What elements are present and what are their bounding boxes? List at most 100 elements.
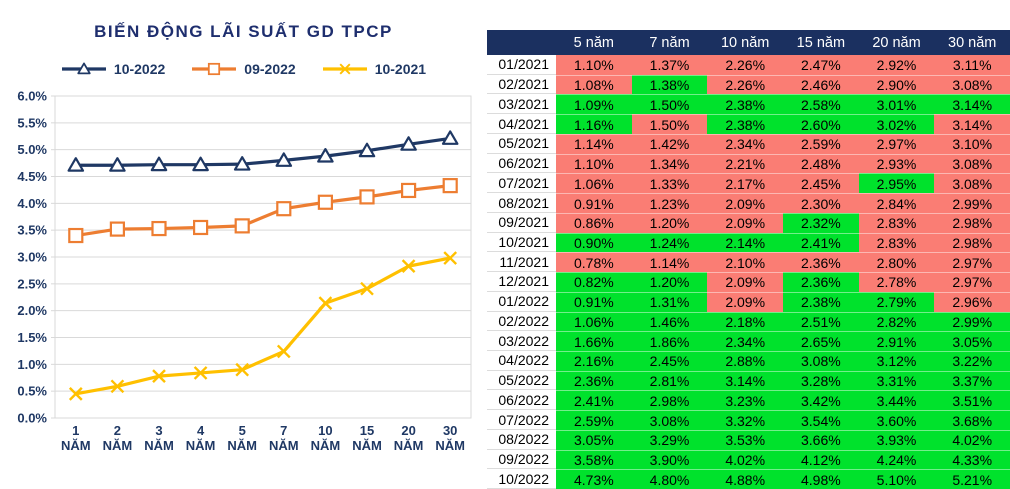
row-date[interactable]: 03/2021 bbox=[487, 94, 556, 115]
row-date[interactable]: 10/2022 bbox=[487, 469, 556, 489]
table-cell[interactable]: 0.90% bbox=[556, 232, 632, 253]
table-cell[interactable]: 3.66% bbox=[783, 429, 859, 450]
table-cell[interactable]: 3.01% bbox=[858, 94, 935, 115]
table-cell[interactable]: 0.82% bbox=[556, 272, 632, 292]
row-date[interactable]: 11/2021 bbox=[487, 252, 556, 273]
table-cell[interactable]: 2.10% bbox=[707, 252, 784, 273]
table-cell[interactable]: 2.60% bbox=[783, 114, 859, 134]
table-cell[interactable]: 5.21% bbox=[934, 469, 1010, 489]
table-cell[interactable]: 2.17% bbox=[707, 173, 784, 194]
table-cell[interactable]: 0.86% bbox=[556, 212, 632, 233]
table-cell[interactable]: 3.08% bbox=[934, 153, 1010, 174]
table-cell[interactable]: 2.21% bbox=[707, 153, 784, 174]
table-cell[interactable]: 3.53% bbox=[707, 429, 784, 450]
table-cell[interactable]: 2.09% bbox=[707, 291, 784, 312]
table-cell[interactable]: 2.84% bbox=[858, 193, 935, 213]
table-cell[interactable]: 3.08% bbox=[783, 351, 859, 371]
table-cell[interactable]: 3.12% bbox=[858, 351, 935, 371]
table-cell[interactable]: 1.08% bbox=[556, 74, 632, 95]
table-cell[interactable]: 3.29% bbox=[631, 429, 708, 450]
table-cell[interactable]: 2.98% bbox=[934, 212, 1010, 233]
table-cell[interactable]: 4.80% bbox=[631, 469, 708, 489]
table-cell[interactable]: 2.82% bbox=[858, 311, 935, 332]
row-date[interactable]: 05/2022 bbox=[487, 370, 556, 391]
table-cell[interactable]: 3.54% bbox=[783, 410, 859, 430]
table-cell[interactable]: 1.86% bbox=[631, 331, 708, 352]
table-cell[interactable]: 2.30% bbox=[783, 193, 859, 213]
table-cell[interactable]: 2.09% bbox=[707, 193, 784, 213]
row-date[interactable]: 07/2021 bbox=[487, 173, 556, 194]
table-cell[interactable]: 2.38% bbox=[707, 94, 784, 115]
table-cell[interactable]: 2.99% bbox=[934, 311, 1010, 332]
table-cell[interactable]: 1.33% bbox=[631, 173, 708, 194]
table-cell[interactable]: 2.81% bbox=[631, 370, 708, 391]
table-cell[interactable]: 1.34% bbox=[631, 153, 708, 174]
row-date[interactable]: 05/2021 bbox=[487, 133, 556, 154]
table-cell[interactable]: 2.51% bbox=[783, 311, 859, 332]
legend-item-10-2022[interactable]: 10-2022 bbox=[61, 60, 165, 78]
table-cell[interactable]: 2.80% bbox=[858, 252, 935, 273]
table-cell[interactable]: 2.47% bbox=[783, 55, 859, 75]
table-cell[interactable]: 2.45% bbox=[783, 173, 859, 194]
table-cell[interactable]: 4.12% bbox=[783, 449, 859, 470]
table-cell[interactable]: 2.09% bbox=[707, 212, 784, 233]
table-cell[interactable]: 3.37% bbox=[934, 370, 1010, 391]
table-cell[interactable]: 2.14% bbox=[707, 232, 784, 253]
table-cell[interactable]: 0.91% bbox=[556, 291, 632, 312]
table-cell[interactable]: 2.96% bbox=[934, 291, 1010, 312]
table-cell[interactable]: 2.97% bbox=[858, 133, 935, 154]
table-cell[interactable]: 1.50% bbox=[631, 94, 708, 115]
table-cell[interactable]: 3.10% bbox=[934, 133, 1010, 154]
table-cell[interactable]: 2.91% bbox=[858, 331, 935, 352]
table-cell[interactable]: 3.08% bbox=[631, 410, 708, 430]
table-cell[interactable]: 4.88% bbox=[707, 469, 784, 489]
table-cell[interactable]: 3.22% bbox=[934, 351, 1010, 371]
table-cell[interactable]: 1.20% bbox=[631, 272, 708, 292]
table-cell[interactable]: 2.95% bbox=[858, 173, 935, 194]
table-cell[interactable]: 2.97% bbox=[934, 252, 1010, 273]
table-cell[interactable]: 3.23% bbox=[707, 390, 784, 411]
table-cell[interactable]: 2.65% bbox=[783, 331, 859, 352]
table-cell[interactable]: 2.83% bbox=[858, 232, 935, 253]
table-cell[interactable]: 3.93% bbox=[858, 429, 935, 450]
row-date[interactable]: 02/2021 bbox=[487, 74, 556, 95]
table-cell[interactable]: 2.32% bbox=[783, 212, 859, 233]
table-cell[interactable]: 2.41% bbox=[556, 390, 632, 411]
row-date[interactable]: 04/2021 bbox=[487, 114, 556, 134]
table-cell[interactable]: 2.38% bbox=[707, 114, 784, 134]
table-cell[interactable]: 1.46% bbox=[631, 311, 708, 332]
table-cell[interactable]: 3.05% bbox=[934, 331, 1010, 352]
table-cell[interactable]: 2.59% bbox=[783, 133, 859, 154]
table-cell[interactable]: 1.06% bbox=[556, 173, 632, 194]
table-cell[interactable]: 2.46% bbox=[783, 74, 859, 95]
table-cell[interactable]: 2.98% bbox=[934, 232, 1010, 253]
table-cell[interactable]: 1.50% bbox=[631, 114, 708, 134]
table-cell[interactable]: 1.14% bbox=[556, 133, 632, 154]
table-cell[interactable]: 2.26% bbox=[707, 74, 784, 95]
table-cell[interactable]: 2.34% bbox=[707, 133, 784, 154]
table-cell[interactable]: 4.33% bbox=[934, 449, 1010, 470]
table-cell[interactable]: 2.36% bbox=[783, 252, 859, 273]
table-cell[interactable]: 4.98% bbox=[783, 469, 859, 489]
row-date[interactable]: 01/2021 bbox=[487, 55, 556, 75]
table-cell[interactable]: 5.10% bbox=[858, 469, 935, 489]
row-date[interactable]: 01/2022 bbox=[487, 291, 556, 312]
row-date[interactable]: 07/2022 bbox=[487, 410, 556, 430]
table-cell[interactable]: 2.58% bbox=[783, 94, 859, 115]
table-cell[interactable]: 2.88% bbox=[707, 351, 784, 371]
table-cell[interactable]: 2.36% bbox=[556, 370, 632, 391]
table-cell[interactable]: 2.59% bbox=[556, 410, 632, 430]
table-cell[interactable]: 1.23% bbox=[631, 193, 708, 213]
table-cell[interactable]: 3.14% bbox=[707, 370, 784, 391]
row-date[interactable]: 04/2022 bbox=[487, 351, 556, 371]
row-date[interactable]: 08/2022 bbox=[487, 429, 556, 450]
row-date[interactable]: 06/2022 bbox=[487, 390, 556, 411]
table-cell[interactable]: 4.02% bbox=[707, 449, 784, 470]
table-cell[interactable]: 3.02% bbox=[858, 114, 935, 134]
table-cell[interactable]: 3.42% bbox=[783, 390, 859, 411]
legend-item-10-2021[interactable]: 10-2021 bbox=[322, 60, 426, 78]
row-date[interactable]: 09/2021 bbox=[487, 212, 556, 233]
table-cell[interactable]: 1.31% bbox=[631, 291, 708, 312]
table-cell[interactable]: 4.73% bbox=[556, 469, 632, 489]
table-cell[interactable]: 1.37% bbox=[631, 55, 708, 75]
